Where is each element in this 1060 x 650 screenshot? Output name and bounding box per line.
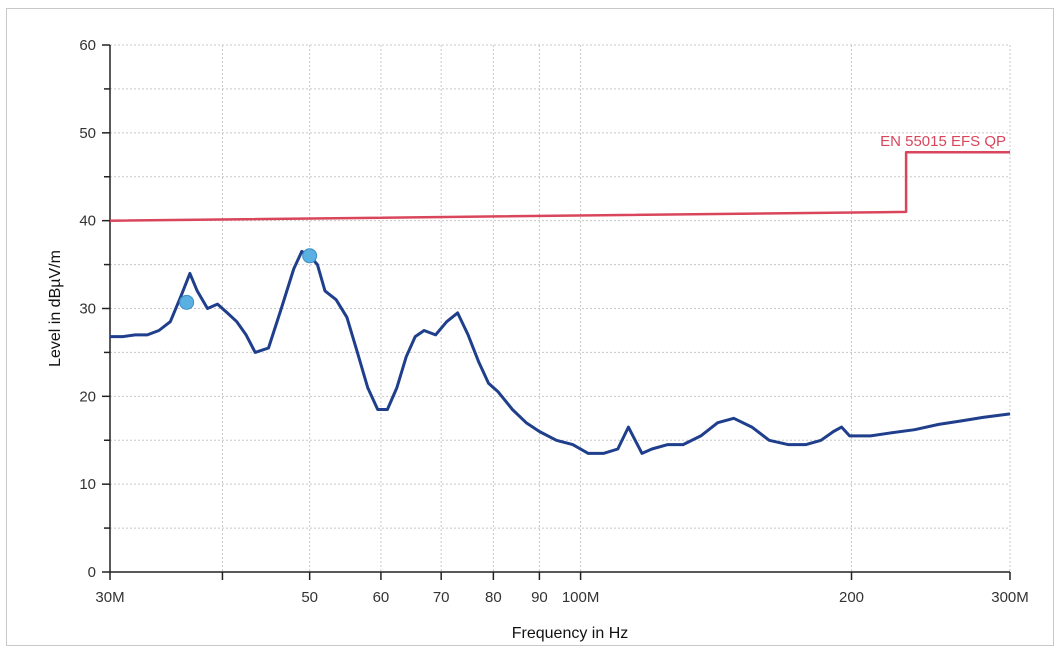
y-tick-label: 30 — [79, 301, 96, 318]
grid — [110, 44, 1011, 572]
x-tick-label: 50 — [301, 589, 318, 606]
x-axis-ticks: 30M 50 60 70 80 90 100M 200 300M — [95, 572, 1029, 606]
x-tick-label: 60 — [373, 589, 390, 606]
chart-frame — [6, 8, 1054, 646]
peak-marker — [302, 248, 318, 264]
x-tick-label: 100M — [562, 589, 600, 606]
y-axis-title: Level in dBµV/m — [47, 250, 64, 367]
x-tick-label: 80 — [485, 589, 502, 606]
marker-layer — [179, 248, 318, 310]
peak-marker — [179, 294, 195, 310]
limit-line — [109, 150, 1010, 222]
y-axis-ticks: 0 10 20 30 40 50 60 — [79, 37, 110, 581]
series-layer — [109, 150, 1011, 455]
y-tick-label: 0 — [88, 564, 96, 581]
measurement-trace — [110, 249, 1011, 455]
x-tick-label: 70 — [433, 589, 450, 606]
x-axis-title: Frequency in Hz — [512, 625, 629, 642]
x-tick-label: 30M — [95, 589, 124, 606]
limit-line-label: EN 55015 EFS QP — [880, 133, 1006, 150]
y-tick-label: 20 — [79, 388, 96, 405]
y-tick-label: 40 — [79, 213, 96, 230]
y-tick-label: 50 — [79, 125, 96, 142]
y-tick-label: 60 — [79, 37, 96, 54]
x-tick-label: 300M — [991, 589, 1029, 606]
annotation-layer: EN 55015 EFS QP — [880, 133, 1006, 150]
x-tick-label: 200 — [839, 589, 864, 606]
x-tick-label: 90 — [531, 589, 548, 606]
y-tick-label: 10 — [79, 476, 96, 493]
